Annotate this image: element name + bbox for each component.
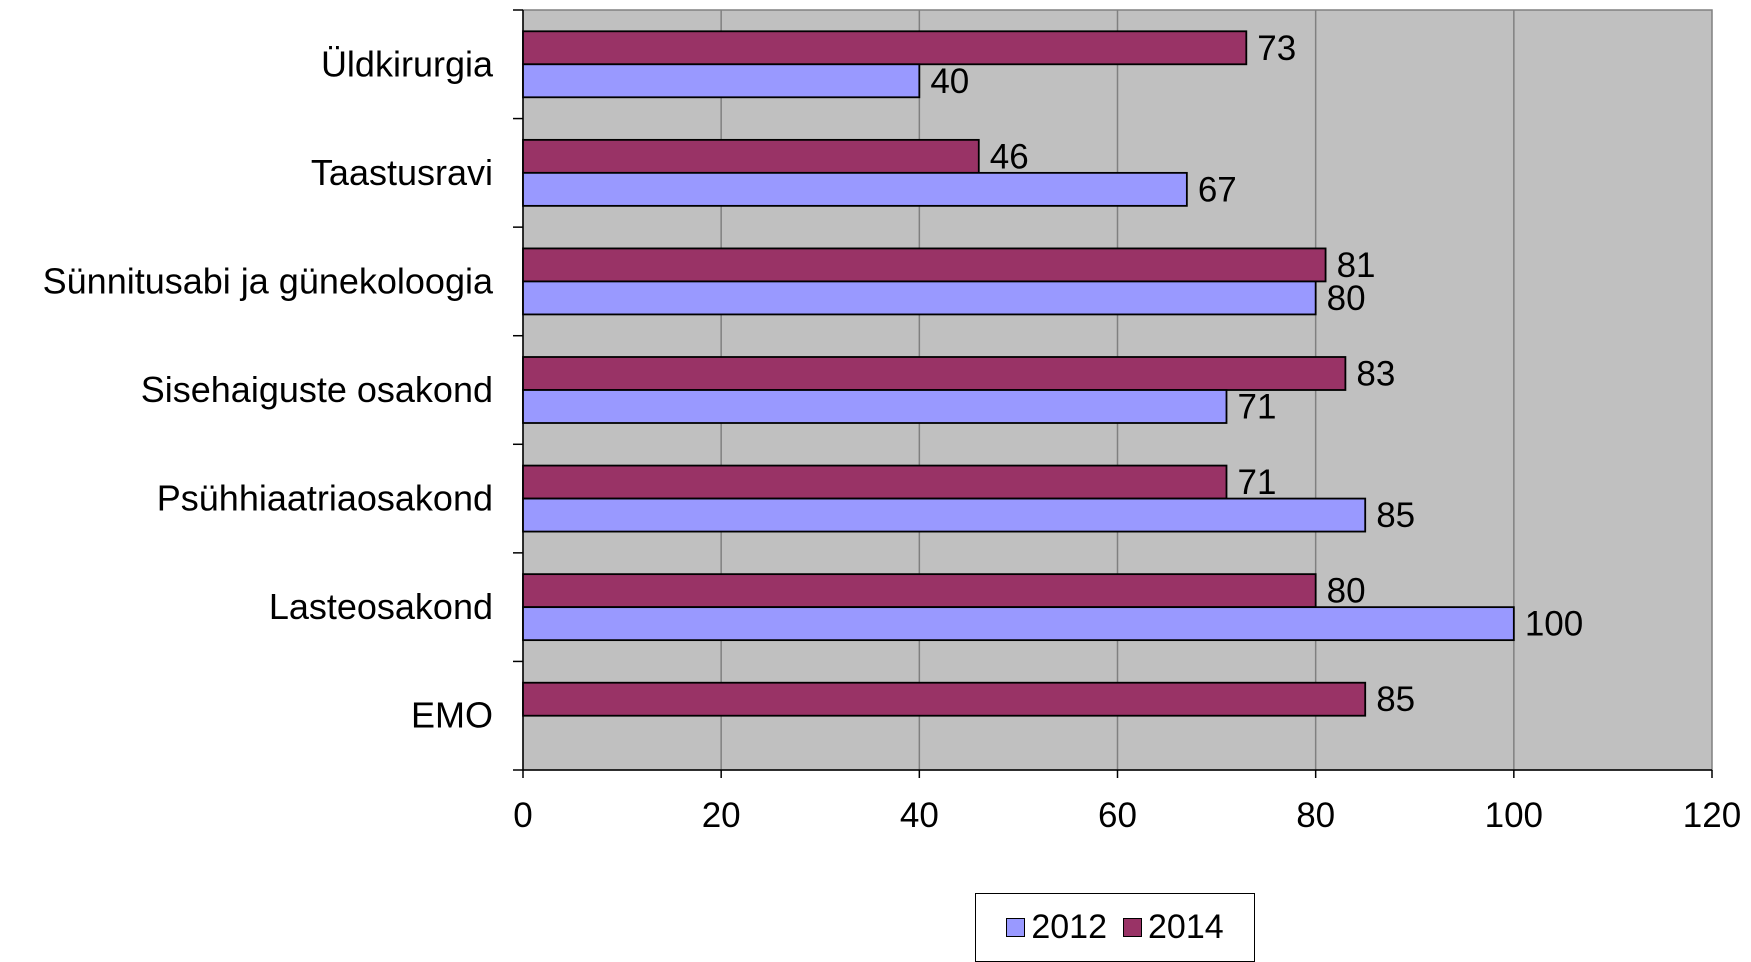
data-label-2012: 71	[1237, 388, 1276, 427]
bar-2014	[522, 138, 980, 174]
category-label: Psühhiaatriaosakond	[157, 478, 493, 519]
bar-2014	[522, 30, 1248, 66]
legend-swatch-2014	[1123, 918, 1142, 937]
category-label: Sisehaiguste osakond	[141, 369, 493, 410]
data-label-2012: 67	[1198, 170, 1237, 209]
bars	[522, 30, 1515, 717]
x-tick-label: 20	[702, 796, 741, 835]
bar-2012	[522, 389, 1228, 424]
x-tick-label: 40	[900, 796, 939, 835]
x-tick-label: 80	[1296, 796, 1335, 835]
data-label-2012: 100	[1525, 605, 1583, 644]
bar-2012	[522, 606, 1515, 642]
data-label-2014: 71	[1237, 463, 1276, 502]
category-label: Sünnitusabi ja günekoloogia	[43, 260, 494, 301]
data-label-2012: 85	[1376, 496, 1415, 535]
axes: 0 20 40 60 80 100 120	[513, 9, 1741, 835]
legend-label-2012: 2012	[1031, 908, 1107, 946]
data-label-2014: 46	[990, 137, 1029, 176]
bar-2014	[522, 681, 1367, 717]
bar-2012	[522, 280, 1317, 316]
bar-2014	[522, 247, 1327, 283]
data-label-2014: 83	[1356, 355, 1395, 394]
category-label: Üldkirurgia	[321, 43, 494, 84]
category-label: Taastusravi	[311, 152, 493, 193]
bar-2014	[522, 573, 1317, 609]
data-label-2014: 80	[1327, 572, 1366, 611]
bar-2012	[522, 63, 921, 99]
legend-item-2012: 2012	[1006, 908, 1107, 947]
legend-swatch-2012	[1006, 918, 1026, 937]
bar-2012	[522, 171, 1188, 207]
legend: 2012 2014	[975, 893, 1255, 962]
legend-label-2014: 2014	[1148, 908, 1224, 946]
x-tick-label: 60	[1098, 796, 1137, 835]
data-label-2014: 73	[1257, 29, 1296, 68]
data-label-2012: 40	[930, 62, 969, 101]
category-label: Lasteosakond	[269, 586, 493, 627]
data-label-2014: 81	[1337, 246, 1376, 285]
bar-2014	[522, 356, 1347, 391]
x-tick-label: 0	[513, 796, 532, 835]
data-label-2014: 85	[1376, 680, 1415, 719]
x-tick-label: 120	[1683, 796, 1741, 835]
bar-2012	[522, 497, 1367, 533]
x-tick-label: 100	[1485, 796, 1543, 835]
category-label: EMO	[411, 695, 493, 736]
legend-item-2014: 2014	[1123, 908, 1224, 947]
labels: Üldkirurgia Taastusravi Sünnitusabi ja gün…	[43, 29, 1584, 736]
data-label-2012: 80	[1327, 279, 1366, 318]
bar-2014	[522, 464, 1228, 500]
